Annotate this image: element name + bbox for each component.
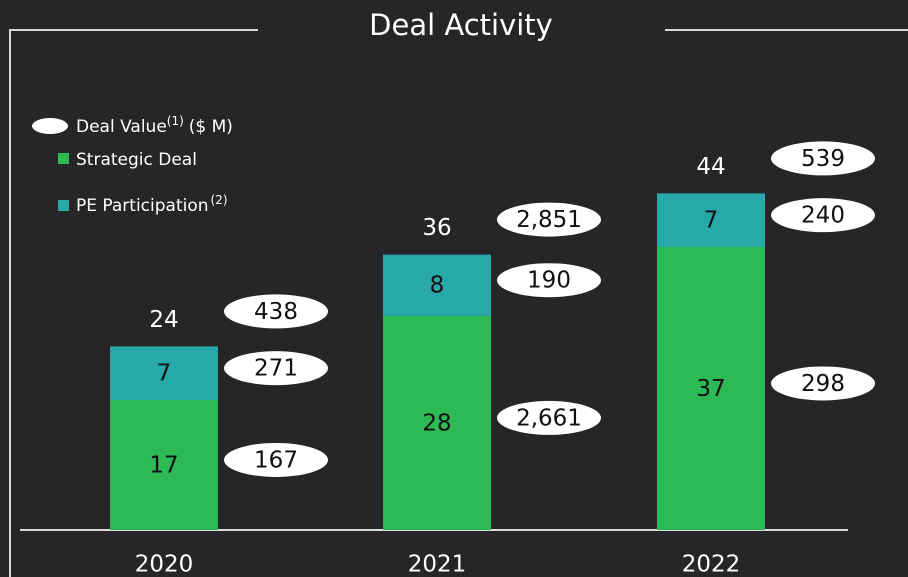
value-oval	[224, 351, 328, 386]
deal-value-label: 271	[254, 356, 298, 382]
legend-label: Strategic Deal	[76, 150, 197, 170]
bar-segment	[383, 254, 491, 316]
total-label: 36	[422, 215, 451, 241]
total-label: 44	[696, 154, 725, 180]
x-tick-label: 2021	[408, 552, 467, 577]
bar-label: 37	[696, 376, 725, 402]
total-label: 24	[149, 307, 178, 333]
legend-oval	[32, 118, 68, 134]
bar-label: 7	[704, 208, 719, 234]
deal-value-label: 298	[801, 371, 845, 397]
value-oval	[771, 141, 875, 176]
value-oval	[497, 263, 601, 298]
deal-value-label: 438	[254, 299, 298, 325]
value-oval	[771, 198, 875, 233]
x-tick-label: 2020	[135, 552, 194, 577]
bar-segment	[657, 193, 765, 247]
bar-segment	[110, 399, 218, 530]
legend-note: (1)	[167, 114, 184, 128]
legend-unit: ($ M)	[189, 117, 233, 137]
chart-title: Deal Activity	[369, 8, 553, 42]
deal-value-label: 167	[254, 447, 298, 473]
value-oval	[497, 400, 601, 435]
legend-text: PE Participation	[76, 196, 209, 216]
legend-label: Deal Value(1) ($ M)	[76, 114, 233, 138]
bar-segment	[657, 246, 765, 530]
legend-note: (2)	[211, 193, 228, 207]
bar-segment	[110, 346, 218, 400]
value-oval	[771, 366, 875, 401]
deal-value-label: 240	[801, 203, 845, 229]
legend-swatch	[58, 153, 69, 164]
bar-label: 28	[422, 410, 451, 436]
bar-label: 7	[157, 361, 172, 387]
frame	[9, 29, 908, 577]
deal-value-label: 2,851	[516, 207, 582, 233]
value-oval	[497, 202, 601, 237]
deal-value-label: 190	[527, 268, 571, 294]
legend-label: PE Participation (2)	[76, 193, 228, 217]
legend-swatch	[58, 200, 69, 211]
value-oval	[224, 294, 328, 329]
x-tick-label: 2022	[682, 552, 741, 577]
bar-label: 17	[149, 452, 178, 478]
deal-value-label: 2,661	[516, 405, 582, 431]
bar-label: 8	[430, 273, 445, 299]
bar-segment	[383, 315, 491, 530]
deal-value-label: 539	[801, 146, 845, 172]
value-oval	[224, 442, 328, 477]
legend-text: Deal Value	[76, 117, 167, 137]
